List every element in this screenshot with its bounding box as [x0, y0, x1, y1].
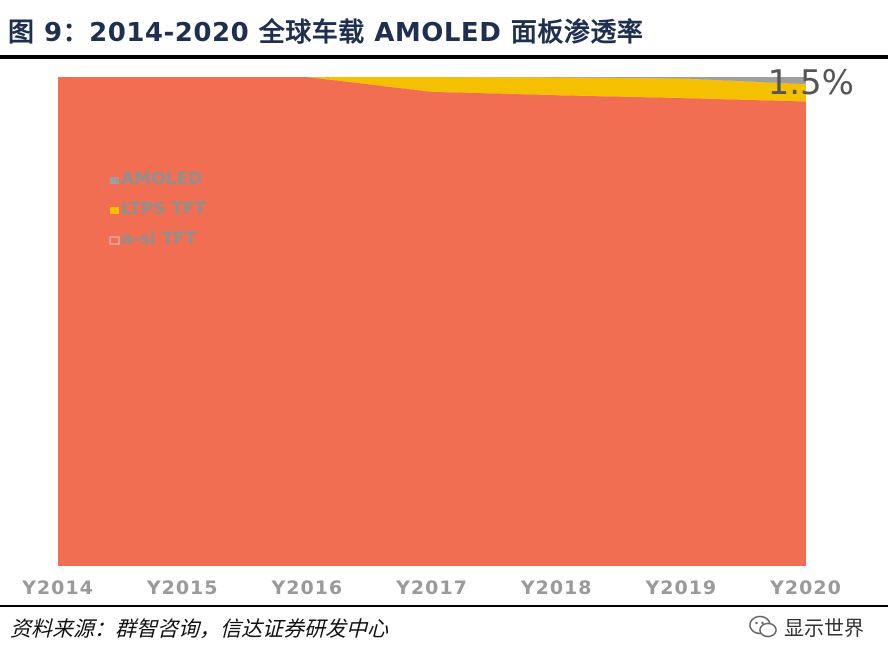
watermark-text: 显示世界 — [784, 616, 864, 640]
legend-swatch — [110, 207, 119, 214]
x-tick-label: Y2014 — [21, 577, 94, 599]
x-tick-label: Y2017 — [395, 577, 468, 599]
watermark: 显示世界 — [748, 612, 864, 641]
legend-label: AMOLED — [121, 169, 202, 189]
legend-label: a-si TFT — [121, 229, 197, 249]
area-a-si-tft — [58, 77, 806, 566]
wechat-icon — [749, 615, 777, 637]
legend-entry: a-si TFT — [109, 229, 197, 249]
chart: Y2014 Y2015 Y2016 Y2017 Y2018 Y2019 Y2020 AMOL… — [21, 63, 854, 599]
x-tick-label: Y2020 — [769, 577, 842, 599]
x-tick-label: Y2019 — [645, 577, 718, 599]
annotation-label: 1.5% — [768, 63, 854, 103]
legend-swatch — [109, 236, 120, 245]
legend-swatch — [110, 177, 119, 184]
chart-title: 图 9：2014-2020 全球车载 AMOLED 面板渗透率 — [8, 18, 644, 48]
x-tick-label: Y2018 — [520, 577, 593, 599]
source-note: 资料来源：群智咨询，信达证券研发中心 — [10, 617, 388, 641]
x-tick-label: Y2015 — [146, 577, 219, 599]
top-divider — [0, 55, 888, 59]
legend-entry: LTPS TFT — [110, 199, 206, 219]
area-amoled — [58, 77, 806, 85]
legend-label: LTPS TFT — [121, 199, 206, 219]
x-tick-label: Y2016 — [271, 577, 344, 599]
area-ltps-tft — [58, 77, 806, 102]
legend-entry: AMOLED — [110, 169, 202, 189]
bottom-divider — [0, 605, 888, 607]
